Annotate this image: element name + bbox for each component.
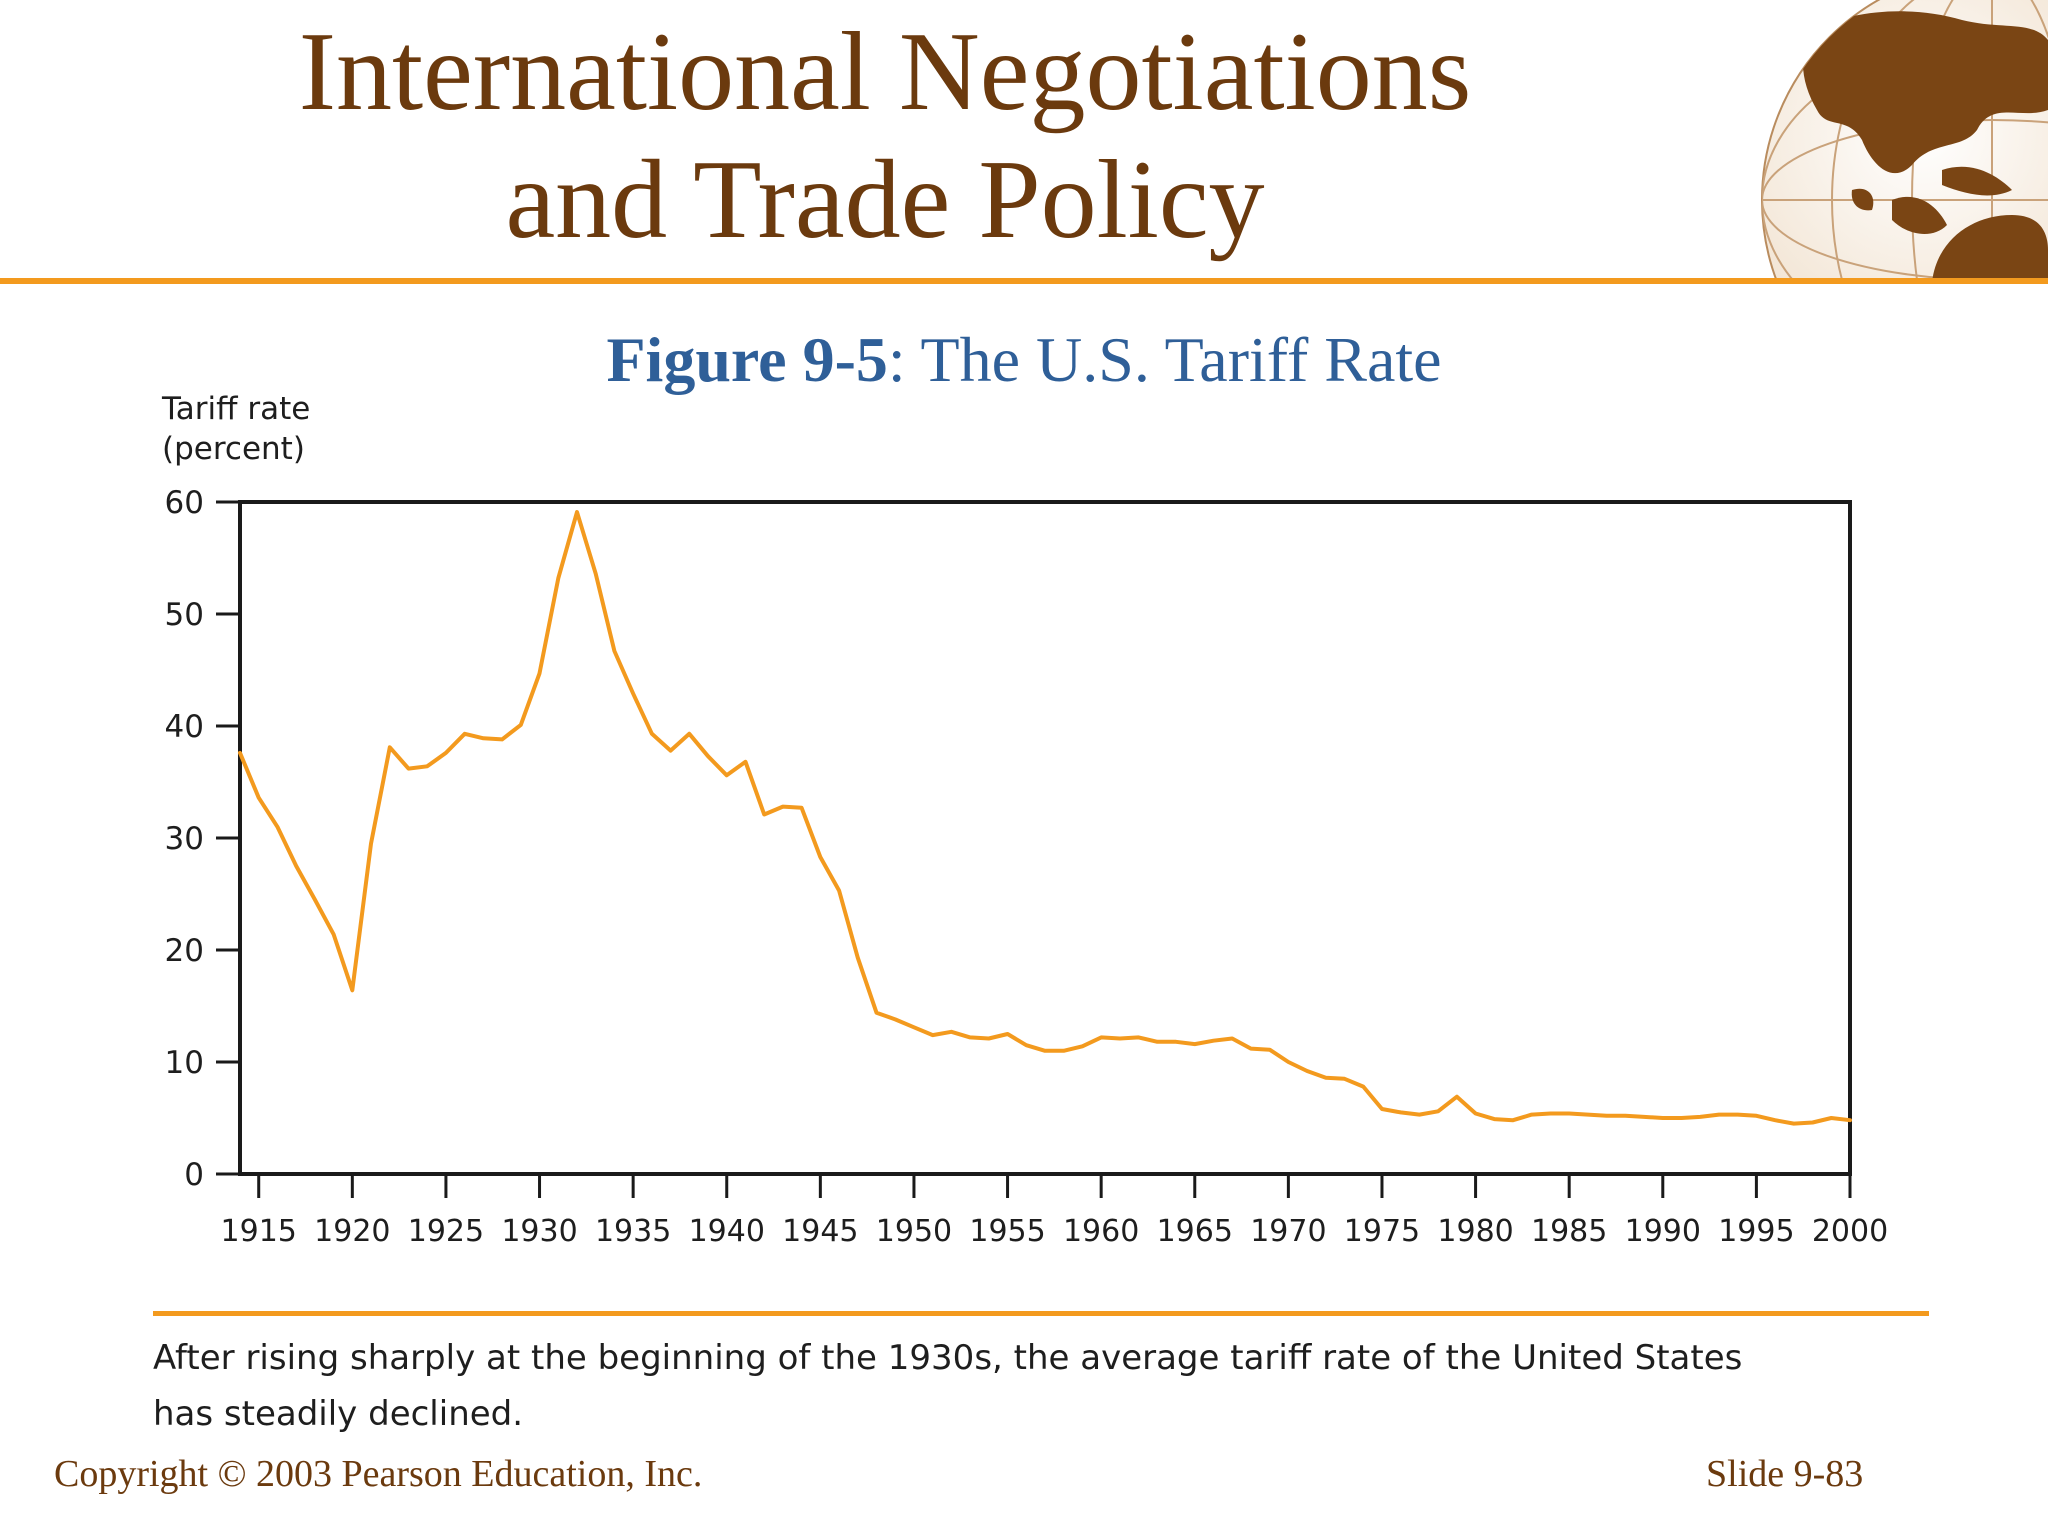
x-tick-label: 1965 [1157,1214,1233,1249]
x-tick-label: 1975 [1344,1214,1420,1249]
x-tick-label: 1950 [876,1214,952,1249]
copyright-text: Copyright © 2003 Pearson Education, Inc. [54,1453,703,1495]
x-tick-label: 2000 [1812,1214,1888,1249]
globe-logo-icon [1761,0,2048,282]
x-tick-label: 1995 [1718,1214,1794,1249]
x-tick-label: 1930 [501,1214,577,1249]
y-tick-label: 20 [165,933,204,969]
x-tick-label: 1990 [1625,1214,1701,1249]
figure-caption: Figure 9-5: The U.S. Tariff Rate [0,322,2048,398]
y-tick-label: 50 [165,597,204,633]
slide-title-line2: and Trade Policy [505,138,1265,262]
y-axis-label-line1: Tariff rate [161,391,310,427]
y-tick-label: 30 [165,821,204,857]
header-rule [0,278,2048,284]
x-tick-label: 1920 [314,1214,390,1249]
x-tick-label: 1955 [969,1214,1045,1249]
y-tick-label: 10 [165,1045,204,1081]
x-tick-label: 1935 [595,1214,671,1249]
note-rule [153,1311,1929,1316]
plot-frame [238,500,1852,1176]
y-axis: 0 10 20 30 40 50 60 [165,485,240,1193]
slide-title: International Negotiations and Trade Pol… [250,8,1520,264]
y-tick-label: 0 [184,1157,204,1193]
x-tick-label: 1980 [1437,1214,1513,1249]
x-tick-label: 1985 [1531,1214,1607,1249]
tariff-rate-series-line [238,510,1852,1126]
y-tick-label: 60 [165,485,204,521]
x-axis: 1915 1920 1925 1930 1935 1940 1945 1950 1955 1960… [221,1174,1888,1249]
x-tick-label: 1915 [221,1214,297,1249]
slide-number: Slide 9-83 [1706,1453,1864,1495]
slide-title-line1: International Negotiations [298,10,1472,134]
x-tick-label: 1960 [1063,1214,1139,1249]
figure-number: Figure 9-5 [606,324,888,395]
x-tick-label: 1925 [408,1214,484,1249]
x-tick-label: 1940 [689,1214,765,1249]
y-axis-label-line2: (percent) [162,431,305,467]
x-tick-label: 1945 [782,1214,858,1249]
chart-note: After rising sharply at the beginning of… [153,1338,1743,1434]
x-tick-label: 1970 [1250,1214,1326,1249]
y-tick-label: 40 [165,709,204,745]
tariff-rate-chart: Tariff rate (percent) 0 10 20 30 40 50 60 1915… [161,391,1888,1249]
figure-title: : The U.S. Tariff Rate [887,324,1442,395]
